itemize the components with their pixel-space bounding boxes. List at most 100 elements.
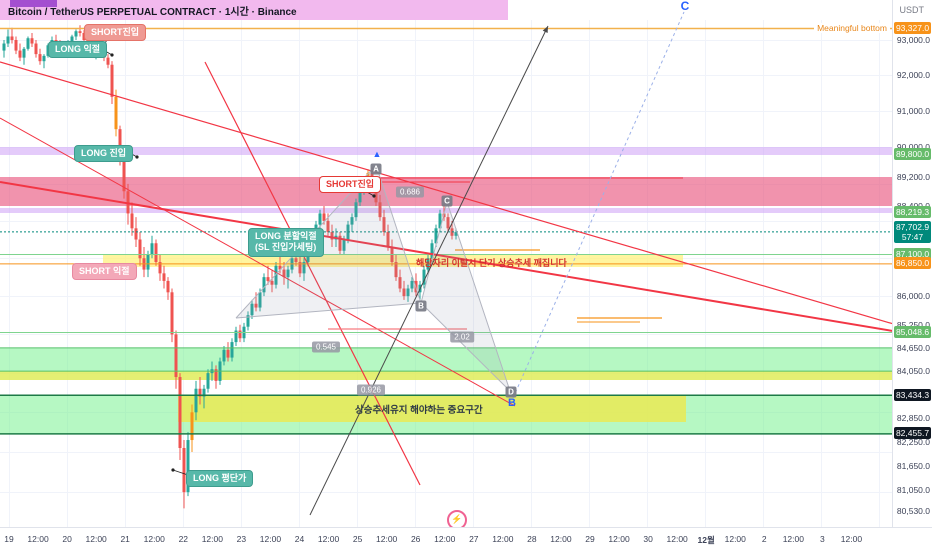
wave-label-0[interactable]: ▲ bbox=[372, 149, 382, 159]
time-axis-label[interactable]: 22 bbox=[178, 534, 189, 544]
time-axis-label[interactable]: 12:00 bbox=[201, 534, 223, 544]
price-tag-teal[interactable]: 87,702.9 57:47 bbox=[894, 220, 931, 243]
price-tag-green[interactable]: 87,100.0 bbox=[894, 248, 931, 260]
time-axis-label[interactable]: 12:00 bbox=[434, 534, 456, 544]
annotation-pill-3[interactable]: SHORT진입 bbox=[319, 176, 382, 194]
candle-body bbox=[170, 292, 174, 335]
time-axis-label[interactable]: 30 bbox=[643, 534, 653, 544]
candle-body bbox=[118, 129, 122, 159]
purple-zone-lower bbox=[0, 207, 893, 213]
time-axis-label[interactable]: 2 bbox=[761, 534, 767, 544]
label-pointer-dot bbox=[135, 155, 139, 159]
annotation-pill-2[interactable]: LONG 진입 bbox=[74, 145, 134, 163]
annotation-pill-6[interactable]: LONG 평단가 bbox=[186, 470, 254, 488]
candle-body bbox=[342, 239, 346, 251]
time-axis-label[interactable]: 12:00 bbox=[782, 534, 804, 544]
wave-label-1[interactable]: B bbox=[508, 397, 516, 409]
candle-body bbox=[374, 183, 378, 203]
candle-body bbox=[130, 213, 134, 229]
time-axis-label[interactable]: 23 bbox=[236, 534, 247, 544]
time-axis-label[interactable]: 12:00 bbox=[608, 534, 630, 544]
time-axis-label[interactable]: 12:00 bbox=[317, 534, 340, 544]
pattern-line-bd bbox=[420, 302, 511, 392]
candle-body bbox=[202, 388, 206, 397]
pattern-point-d[interactable]: D bbox=[505, 386, 517, 398]
time-axis-label[interactable]: 12월 bbox=[697, 535, 715, 545]
time-axis-label[interactable]: 21 bbox=[120, 534, 130, 544]
grid-line-vertical bbox=[67, 20, 68, 528]
time-axis-label[interactable]: 12:00 bbox=[550, 534, 572, 544]
candle-body bbox=[70, 36, 74, 42]
pattern-point-c[interactable]: C bbox=[441, 195, 453, 207]
time-axis-label[interactable]: 12:00 bbox=[840, 534, 863, 544]
candle-body bbox=[454, 232, 458, 236]
time-axis-label[interactable]: 12:00 bbox=[666, 534, 688, 544]
time-axis-label[interactable]: 3 bbox=[820, 534, 825, 544]
fib-ratio-label[interactable]: 0.926 bbox=[356, 384, 386, 396]
time-axis-label[interactable]: 12:00 bbox=[492, 534, 514, 544]
grid-line-vertical bbox=[357, 20, 358, 528]
time-axis-label[interactable]: 12:00 bbox=[85, 534, 107, 544]
price-tag-orange[interactable]: 93,327.0 bbox=[894, 22, 931, 34]
candle-body bbox=[250, 303, 254, 316]
grid-line-vertical bbox=[763, 20, 764, 528]
grid-line-horizontal bbox=[0, 492, 893, 494]
time-axis-label[interactable]: 24 bbox=[294, 534, 305, 544]
price-tag-green[interactable]: 85,048.6 bbox=[894, 326, 931, 339]
wave-label-2[interactable]: C bbox=[680, 0, 690, 13]
price-tag-black[interactable]: 83,434.3 bbox=[894, 388, 931, 401]
candle-body bbox=[286, 269, 290, 278]
candle-body bbox=[338, 235, 342, 251]
price-tag-green[interactable]: 88,219.3 bbox=[894, 206, 931, 219]
time-axis[interactable]: 19 12:00 20 12:00 21 12:00 22 12:00 23 12:00 24 12:… bbox=[0, 527, 932, 550]
fib-ratio-label[interactable]: 2.02 bbox=[450, 331, 474, 343]
annotation-pill-5[interactable]: SHORT 익절 bbox=[72, 263, 137, 281]
candle-body bbox=[382, 217, 386, 233]
candle-body bbox=[234, 330, 238, 343]
price-axis-currency: USDT bbox=[899, 5, 925, 15]
candle-body bbox=[422, 269, 426, 285]
symbol-title-bar[interactable]: Bitcoin / TetherUS PERPETUAL CONTRACT · … bbox=[0, 0, 508, 20]
trend-line bbox=[0, 61, 898, 326]
candle-body bbox=[214, 369, 218, 381]
time-axis-label[interactable]: 26 bbox=[410, 534, 421, 544]
time-axis-label[interactable]: 12:00 bbox=[259, 534, 282, 544]
candle-body bbox=[402, 288, 406, 297]
pattern-line-xb bbox=[235, 302, 422, 319]
corner-accent-bar bbox=[10, 0, 57, 7]
time-axis-label[interactable]: 12:00 bbox=[724, 534, 746, 544]
price-tag-orange[interactable]: 86,850.0 bbox=[894, 257, 931, 270]
annotation-pill-0[interactable]: SHORT진입 bbox=[84, 24, 147, 42]
time-axis-label[interactable]: 19 bbox=[4, 534, 14, 544]
candle-body bbox=[278, 265, 282, 270]
time-axis-label[interactable]: 20 bbox=[62, 534, 72, 544]
pattern-point-b[interactable]: B bbox=[415, 300, 427, 312]
trend-line bbox=[204, 61, 421, 486]
annotation-pill-4[interactable]: LONG 분할익절 (SL 진입가세팅) bbox=[248, 228, 324, 257]
annotation-pill-1[interactable]: LONG 익절 bbox=[48, 41, 108, 59]
price-tag-black[interactable]: 82,455.7 bbox=[894, 427, 931, 440]
candle-body bbox=[198, 388, 202, 397]
time-axis-label[interactable]: 28 bbox=[527, 534, 537, 544]
fib-ratio-label[interactable]: 0.686 bbox=[395, 186, 425, 198]
time-axis-label[interactable]: 12:00 bbox=[376, 534, 398, 544]
candle-body bbox=[318, 213, 322, 225]
zone-text-0: 해당자리 이탈시 단기 상승추세 깨집니다 bbox=[416, 258, 567, 268]
price-axis-label: 85,250.0 bbox=[896, 319, 930, 330]
candle-body bbox=[294, 258, 298, 263]
candle-body bbox=[106, 57, 110, 65]
time-axis-label[interactable]: 12:00 bbox=[27, 534, 49, 544]
time-axis-label[interactable]: 29 bbox=[585, 534, 595, 544]
fib-ratio-label[interactable]: 0.545 bbox=[311, 341, 341, 353]
candle-body bbox=[206, 373, 210, 389]
candle-body bbox=[14, 40, 18, 51]
pattern-point-a[interactable]: A bbox=[370, 163, 382, 175]
price-tag-green[interactable]: 89,800.0 bbox=[894, 148, 931, 161]
time-axis-label[interactable]: 25 bbox=[352, 534, 363, 544]
pattern-fill-xab bbox=[236, 165, 421, 318]
time-axis-label[interactable]: 12:00 bbox=[143, 534, 165, 544]
time-axis-label[interactable]: 27 bbox=[469, 534, 479, 544]
